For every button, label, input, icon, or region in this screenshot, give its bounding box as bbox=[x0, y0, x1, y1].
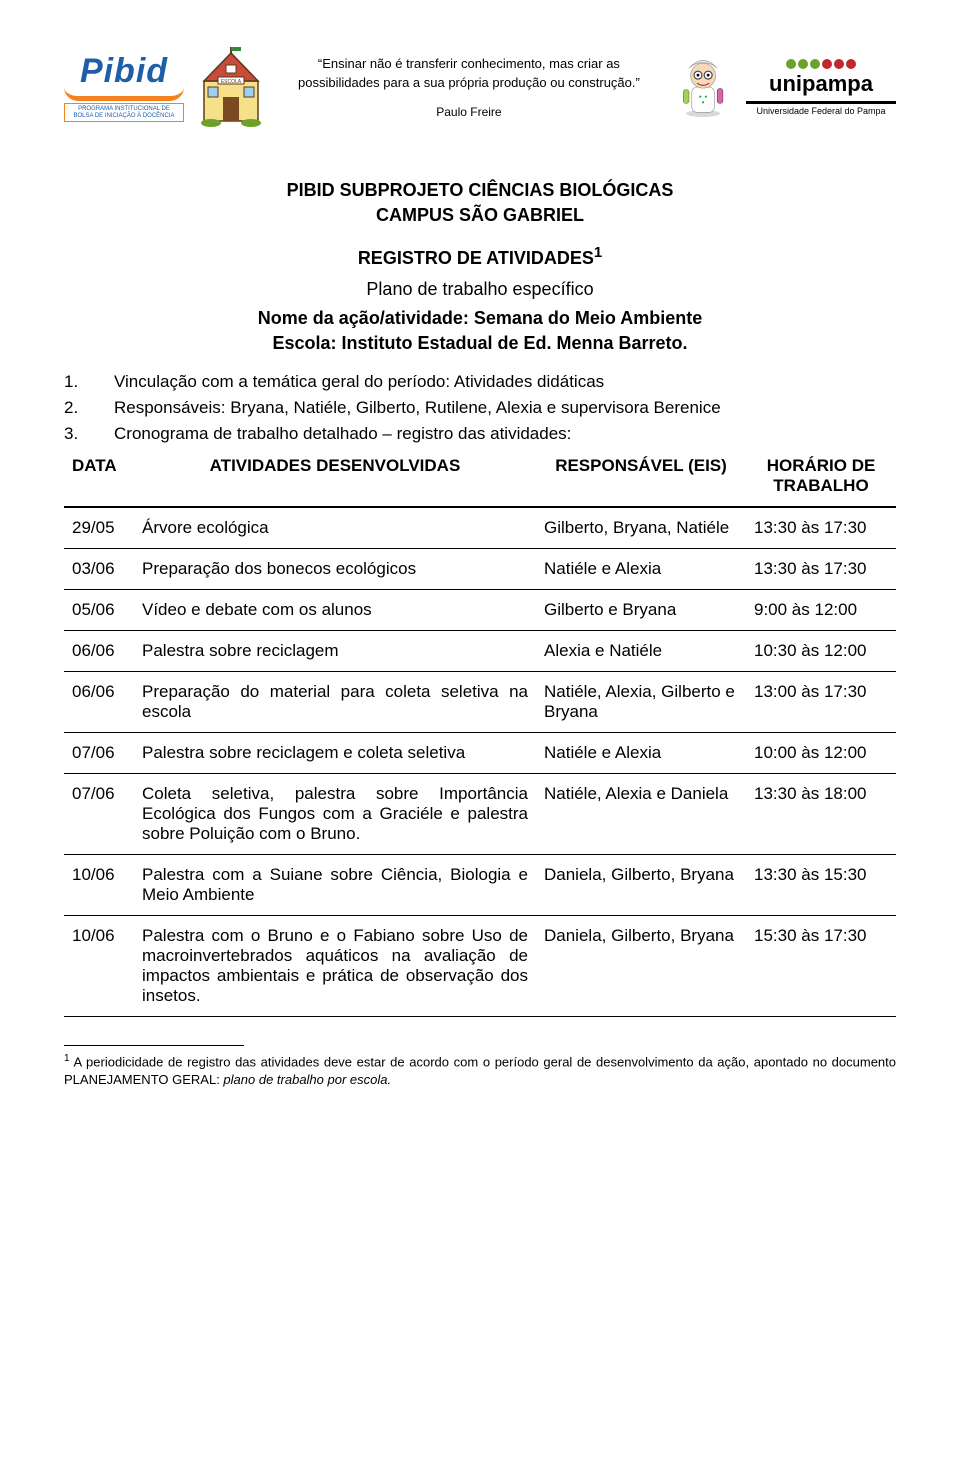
item-2: 2.Responsáveis: Bryana, Natiéle, Gilbert… bbox=[92, 398, 896, 418]
cell-hor: 9:00 às 12:00 bbox=[746, 590, 896, 631]
item-2-text: Responsáveis: Bryana, Natiéle, Gilberto,… bbox=[114, 398, 721, 417]
table-header-row: DATA ATIVIDADES DESENVOLVIDAS RESPONSÁVE… bbox=[64, 450, 896, 507]
table-row: 10/06Palestra com o Bruno e o Fabiano so… bbox=[64, 916, 896, 1017]
subtitle-text: REGISTRO DE ATIVIDADES bbox=[358, 248, 594, 268]
table-row: 03/06Preparação dos bonecos ecológicosNa… bbox=[64, 549, 896, 590]
item-3-text: Cronograma de trabalho detalhado – regis… bbox=[114, 424, 571, 443]
cell-hor: 13:30 às 15:30 bbox=[746, 855, 896, 916]
table-row: 06/06Preparação do material para coleta … bbox=[64, 672, 896, 733]
cell-resp: Gilberto e Bryana bbox=[536, 590, 746, 631]
cell-resp: Gilberto, Bryana, Natiéle bbox=[536, 507, 746, 549]
cell-atv: Palestra sobre reciclagem bbox=[134, 631, 536, 672]
item-3: 3.Cronograma de trabalho detalhado – reg… bbox=[92, 424, 896, 444]
cell-atv: Vídeo e debate com os alunos bbox=[134, 590, 536, 631]
cell-resp: Natiéle, Alexia e Daniela bbox=[536, 774, 746, 855]
title-block: PIBID SUBPROJETO CIÊNCIAS BIOLÓGICAS CAM… bbox=[64, 178, 896, 228]
unipampa-sub: Universidade Federal do Pampa bbox=[756, 106, 885, 116]
cell-resp: Daniela, Gilberto, Bryana bbox=[536, 855, 746, 916]
table-row: 05/06Vídeo e debate com os alunosGilbert… bbox=[64, 590, 896, 631]
cell-atv: Preparação dos bonecos ecológicos bbox=[134, 549, 536, 590]
cell-data: 07/06 bbox=[64, 733, 134, 774]
cell-resp: Alexia e Natiéle bbox=[536, 631, 746, 672]
footnote: 1 A periodicidade de registro das ativid… bbox=[64, 1052, 896, 1088]
cell-hor: 13:30 às 17:30 bbox=[746, 549, 896, 590]
item-1: 1.Vinculação com a temática geral do per… bbox=[92, 372, 896, 392]
escola-label: Escola: bbox=[272, 333, 341, 353]
table-row: 06/06Palestra sobre reciclagemAlexia e N… bbox=[64, 631, 896, 672]
cell-data: 10/06 bbox=[64, 916, 134, 1017]
cell-hor: 13:30 às 18:00 bbox=[746, 774, 896, 855]
th-atv: ATIVIDADES DESENVOLVIDAS bbox=[134, 450, 536, 507]
unipampa-logo: unipampa Universidade Federal do Pampa bbox=[746, 42, 896, 132]
cell-resp: Daniela, Gilberto, Bryana bbox=[536, 916, 746, 1017]
cell-atv: Palestra com o Bruno e o Fabiano sobre U… bbox=[134, 916, 536, 1017]
th-resp: RESPONSÁVEL (EIS) bbox=[536, 450, 746, 507]
cell-data: 29/05 bbox=[64, 507, 134, 549]
quote-text: “Ensinar não é transferir conhecimento, … bbox=[286, 54, 652, 93]
cell-resp: Natiéle, Alexia, Gilberto e Bryana bbox=[536, 672, 746, 733]
table-row: 07/06Coleta seletiva, palestra sobre Imp… bbox=[64, 774, 896, 855]
th-data: DATA bbox=[64, 450, 134, 507]
acao-value: Semana do Meio Ambiente bbox=[474, 308, 702, 328]
table-row: 29/05Árvore ecológicaGilberto, Bryana, N… bbox=[64, 507, 896, 549]
title-line2: CAMPUS SÃO GABRIEL bbox=[64, 203, 896, 228]
cell-hor: 10:00 às 12:00 bbox=[746, 733, 896, 774]
cell-data: 10/06 bbox=[64, 855, 134, 916]
item-3-num: 3. bbox=[92, 424, 114, 444]
cell-hor: 13:00 às 17:30 bbox=[746, 672, 896, 733]
cell-hor: 10:30 às 12:00 bbox=[746, 631, 896, 672]
th-hor: HORÁRIO DE TRABALHO bbox=[746, 450, 896, 507]
pibid-sub: PROGRAMA INSTITUCIONAL DE BOLSA DE INICI… bbox=[64, 103, 184, 122]
cell-hor: 13:30 às 17:30 bbox=[746, 507, 896, 549]
plano-line: Plano de trabalho específico bbox=[64, 279, 896, 300]
escola-line: Escola: Instituto Estadual de Ed. Menna … bbox=[64, 333, 896, 354]
subtitle: REGISTRO DE ATIVIDADES1 bbox=[64, 244, 896, 269]
cell-hor: 15:30 às 17:30 bbox=[746, 916, 896, 1017]
unipampa-word: unipampa bbox=[769, 71, 873, 97]
scientist-icon bbox=[672, 32, 734, 142]
quote-author: Paulo Freire bbox=[286, 103, 652, 121]
footnote-separator bbox=[64, 1045, 244, 1046]
quote-block: “Ensinar não é transferir conhecimento, … bbox=[278, 54, 660, 121]
cell-data: 07/06 bbox=[64, 774, 134, 855]
pibid-logo: Pibid PROGRAMA INSTITUCIONAL DE BOLSA DE… bbox=[64, 42, 184, 132]
table-row: 07/06Palestra sobre reciclagem e coleta … bbox=[64, 733, 896, 774]
cell-atv: Palestra com a Suiane sobre Ciência, Bio… bbox=[134, 855, 536, 916]
title-line1: PIBID SUBPROJETO CIÊNCIAS BIOLÓGICAS bbox=[64, 178, 896, 203]
pibid-swoosh-icon bbox=[64, 87, 184, 101]
subtitle-sup: 1 bbox=[594, 244, 602, 261]
page: Pibid PROGRAMA INSTITUCIONAL DE BOLSA DE… bbox=[0, 0, 960, 1137]
cell-resp: Natiéle e Alexia bbox=[536, 733, 746, 774]
school-icon: ESCOLA bbox=[196, 42, 266, 132]
header: Pibid PROGRAMA INSTITUCIONAL DE BOLSA DE… bbox=[64, 32, 896, 142]
item-1-num: 1. bbox=[92, 372, 114, 392]
cell-data: 06/06 bbox=[64, 672, 134, 733]
cell-atv: Palestra sobre reciclagem e coleta selet… bbox=[134, 733, 536, 774]
cell-atv: Preparação do material para coleta selet… bbox=[134, 672, 536, 733]
table-row: 10/06Palestra com a Suiane sobre Ciência… bbox=[64, 855, 896, 916]
cell-data: 06/06 bbox=[64, 631, 134, 672]
pibid-word: Pibid bbox=[80, 52, 168, 91]
cell-resp: Natiéle e Alexia bbox=[536, 549, 746, 590]
acao-label: Nome da ação/atividade: bbox=[258, 308, 474, 328]
unipampa-dots-icon bbox=[786, 59, 856, 69]
item-2-num: 2. bbox=[92, 398, 114, 418]
cell-atv: Árvore ecológica bbox=[134, 507, 536, 549]
item-1-text: Vinculação com a temática geral do perío… bbox=[114, 372, 604, 391]
unipampa-bar-icon bbox=[746, 101, 896, 104]
schedule-table: DATA ATIVIDADES DESENVOLVIDAS RESPONSÁVE… bbox=[64, 450, 896, 1017]
escola-value: Instituto Estadual de Ed. Menna Barreto. bbox=[341, 333, 687, 353]
footnote-text-a: A periodicidade de registro das atividad… bbox=[64, 1055, 896, 1088]
footnote-text-em: plano de trabalho por escola. bbox=[223, 1072, 391, 1087]
cell-data: 03/06 bbox=[64, 549, 134, 590]
svg-text:ESCOLA: ESCOLA bbox=[221, 79, 242, 85]
cell-data: 05/06 bbox=[64, 590, 134, 631]
acao-line: Nome da ação/atividade: Semana do Meio A… bbox=[64, 308, 896, 329]
cell-atv: Coleta seletiva, palestra sobre Importân… bbox=[134, 774, 536, 855]
